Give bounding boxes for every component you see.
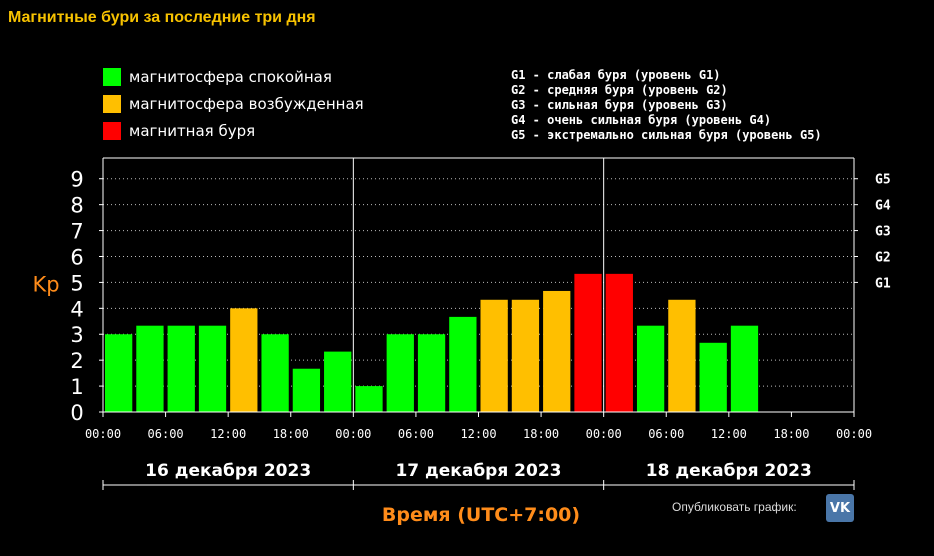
- publish-label: Опубликовать график:: [672, 500, 797, 514]
- bar-quiet: [198, 325, 227, 412]
- x-axis-label: Время (UTC+7:00): [382, 504, 580, 526]
- y-tick-label: 8: [70, 194, 83, 218]
- day-label: 18 декабря 2023: [646, 461, 812, 481]
- x-tick-label: 18:00: [773, 427, 809, 441]
- y-tick-label: 0: [70, 401, 83, 425]
- storm-level-g1: G1 - слабая буря (уровень G1): [511, 68, 721, 82]
- bar-quiet: [324, 351, 352, 412]
- storm-level-g2: G2 - средняя буря (уровень G2): [511, 83, 728, 97]
- bar-quiet: [136, 325, 164, 412]
- bar-storm: [605, 273, 633, 412]
- bar-active: [230, 308, 258, 412]
- legend-item-active: магнитосфера возбужденная: [103, 94, 364, 114]
- y-axis-label: Kp: [32, 272, 59, 296]
- day-label: 16 декабря 2023: [145, 461, 311, 481]
- bar-quiet: [167, 325, 195, 412]
- y-tick-label: 2: [70, 349, 83, 373]
- bar-quiet: [261, 334, 289, 412]
- bar-quiet: [699, 342, 727, 412]
- x-tick-label: 12:00: [210, 427, 246, 441]
- page-title: Магнитные бури за последние три дня: [8, 9, 316, 26]
- y-tick-label: 4: [70, 297, 83, 321]
- x-tick-label: 12:00: [711, 427, 747, 441]
- bar-active: [480, 299, 508, 412]
- storm-level-g5: G5 - экстремально сильная буря (уровень …: [511, 128, 822, 142]
- storm-level-legend: G1 - слабая буря (уровень G1) G2 - средн…: [511, 68, 822, 143]
- bar-active: [668, 299, 696, 412]
- legend-swatch-active: [103, 95, 121, 113]
- legend-label: магнитосфера спокойная: [129, 68, 332, 86]
- y-tick-label: 9: [70, 168, 83, 192]
- x-tick-label: 00:00: [836, 427, 872, 441]
- bar-quiet: [730, 325, 759, 412]
- bar-quiet: [449, 316, 477, 412]
- legend-label: магнитная буря: [129, 122, 256, 140]
- axes: [99, 157, 858, 490]
- g-tick-label: G1: [875, 276, 891, 291]
- x-tick-label: 18:00: [273, 427, 309, 441]
- bars: [105, 273, 759, 412]
- bar-active: [511, 299, 540, 412]
- g-tick-label: G4: [875, 199, 891, 214]
- x-tick-label: 18:00: [523, 427, 559, 441]
- legend-item-quiet: магнитосфера спокойная: [103, 67, 332, 87]
- legend-swatch-storm: [103, 122, 121, 140]
- storm-level-g4: G4 - очень сильная буря (уровень G4): [511, 113, 772, 127]
- bar-quiet: [386, 334, 414, 412]
- vk-icon[interactable]: VK: [826, 494, 854, 522]
- y-tick-label: 5: [70, 271, 83, 295]
- storm-level-g3: G3 - сильная буря (уровень G3): [511, 98, 728, 112]
- bar-quiet: [417, 334, 446, 412]
- x-tick-label: 00:00: [335, 427, 371, 441]
- x-tick-label: 12:00: [460, 427, 496, 441]
- y-tick-label: 6: [70, 245, 83, 269]
- day-label: 17 декабря 2023: [395, 461, 561, 481]
- x-tick-label: 00:00: [85, 427, 121, 441]
- bar-quiet: [355, 386, 383, 412]
- legend-label: магнитосфера возбужденная: [129, 95, 364, 113]
- g-tick-label: G3: [875, 225, 891, 240]
- x-tick-label: 06:00: [398, 427, 434, 441]
- y-tick-label: 3: [70, 323, 83, 347]
- y-tick-label: 7: [70, 220, 83, 244]
- x-tick-label: 06:00: [148, 427, 184, 441]
- g-tick-label: G5: [875, 173, 891, 188]
- legend-item-storm: магнитная буря: [103, 121, 255, 141]
- x-tick-label: 06:00: [648, 427, 684, 441]
- bar-active: [543, 290, 571, 412]
- g-tick-label: G2: [875, 250, 891, 265]
- bar-quiet: [292, 368, 321, 412]
- y-tick-label: 1: [70, 375, 83, 399]
- x-tick-label: 00:00: [586, 427, 622, 441]
- legend-swatch-quiet: [103, 68, 121, 86]
- bar-storm: [574, 273, 602, 412]
- bar-quiet: [636, 325, 665, 412]
- bar-quiet: [105, 334, 133, 412]
